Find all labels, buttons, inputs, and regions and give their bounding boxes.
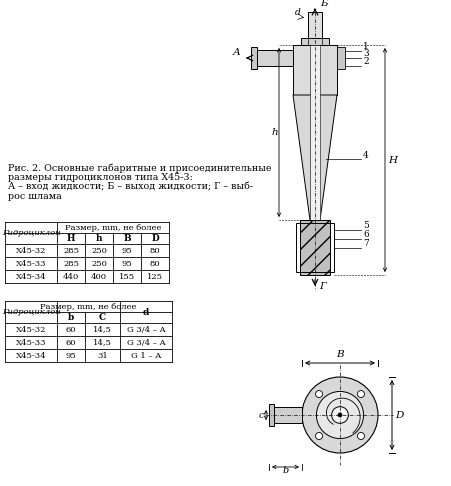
Text: B: B <box>336 350 344 359</box>
Circle shape <box>316 391 322 398</box>
Text: 7: 7 <box>363 239 369 248</box>
Text: 80: 80 <box>150 246 160 255</box>
Text: размеры гидроциклонов типа Х45-3:: размеры гидроциклонов типа Х45-3: <box>8 173 193 181</box>
FancyBboxPatch shape <box>308 12 322 38</box>
Text: 1: 1 <box>363 42 369 51</box>
Bar <box>296 223 334 272</box>
Text: 285: 285 <box>63 260 79 267</box>
Text: Гидроциклон: Гидроциклон <box>2 229 60 237</box>
Text: Размер, mm, не более: Размер, mm, не более <box>65 224 161 231</box>
Circle shape <box>317 391 364 438</box>
Polygon shape <box>293 95 337 220</box>
Circle shape <box>316 433 322 439</box>
Bar <box>300 220 330 275</box>
Circle shape <box>358 433 364 439</box>
Text: А – вход жидкости; Б – выход жидкости; Г – выб-: А – вход жидкости; Б – выход жидкости; Г… <box>8 182 253 191</box>
Text: 440: 440 <box>63 273 79 280</box>
Bar <box>293 45 337 95</box>
Text: 155: 155 <box>119 273 135 280</box>
Text: Рис. 2. Основные габаритные и присоединительные: Рис. 2. Основные габаритные и присоедини… <box>8 163 272 173</box>
Text: G 3/4 – A: G 3/4 – A <box>127 339 166 347</box>
Text: X45-33: X45-33 <box>16 339 46 347</box>
Text: B: B <box>123 234 131 243</box>
Circle shape <box>338 413 342 417</box>
Text: Г: Г <box>319 282 326 291</box>
Text: c: c <box>259 411 264 419</box>
Bar <box>337 47 345 69</box>
Text: 5: 5 <box>363 221 369 230</box>
Circle shape <box>358 391 364 398</box>
Text: X45-32: X45-32 <box>16 246 46 255</box>
Text: X45-34: X45-34 <box>16 273 46 280</box>
Text: X45-32: X45-32 <box>16 326 46 333</box>
Bar <box>301 38 329 45</box>
Text: D: D <box>151 234 159 243</box>
Text: H: H <box>388 156 397 164</box>
Text: 250: 250 <box>91 246 107 255</box>
Circle shape <box>302 377 378 453</box>
Bar <box>269 404 274 426</box>
Text: рос шлама: рос шлама <box>8 191 62 201</box>
Bar <box>310 45 320 220</box>
Text: 14,5: 14,5 <box>93 339 112 347</box>
Text: b: b <box>282 466 289 475</box>
Text: d: d <box>143 308 149 316</box>
Text: H: H <box>67 234 75 243</box>
Text: 31: 31 <box>97 351 108 360</box>
Text: 14,5: 14,5 <box>93 326 112 333</box>
Text: А: А <box>233 48 241 57</box>
Bar <box>274 407 302 423</box>
Circle shape <box>331 407 348 423</box>
Text: 400: 400 <box>91 273 107 280</box>
Text: 285: 285 <box>63 246 79 255</box>
Text: 4: 4 <box>363 151 369 159</box>
Text: Гидроциклон: Гидроциклон <box>2 308 60 316</box>
Text: 95: 95 <box>122 246 133 255</box>
Text: 95: 95 <box>122 260 133 267</box>
Text: 250: 250 <box>91 260 107 267</box>
Text: 95: 95 <box>66 351 76 360</box>
Text: 60: 60 <box>66 339 76 347</box>
Text: X45-33: X45-33 <box>16 260 46 267</box>
Text: X45-34: X45-34 <box>16 351 46 360</box>
Text: 2: 2 <box>363 57 368 66</box>
Text: 125: 125 <box>147 273 163 280</box>
Text: 6: 6 <box>363 230 369 239</box>
Bar <box>251 47 257 69</box>
Text: G 3/4 – A: G 3/4 – A <box>127 326 166 333</box>
Text: Б: Б <box>320 0 327 8</box>
Text: 60: 60 <box>66 326 76 333</box>
Text: 80: 80 <box>150 260 160 267</box>
Text: d: d <box>295 8 301 17</box>
Text: C: C <box>99 313 106 322</box>
Text: b: b <box>68 313 74 322</box>
Text: h: h <box>96 234 102 243</box>
Text: Размер, mm, не более: Размер, mm, не более <box>40 302 137 311</box>
Text: G 1 – A: G 1 – A <box>131 351 161 360</box>
Text: 3: 3 <box>363 49 368 58</box>
Bar <box>257 50 293 66</box>
Text: h: h <box>272 128 279 137</box>
Text: D: D <box>395 411 403 419</box>
